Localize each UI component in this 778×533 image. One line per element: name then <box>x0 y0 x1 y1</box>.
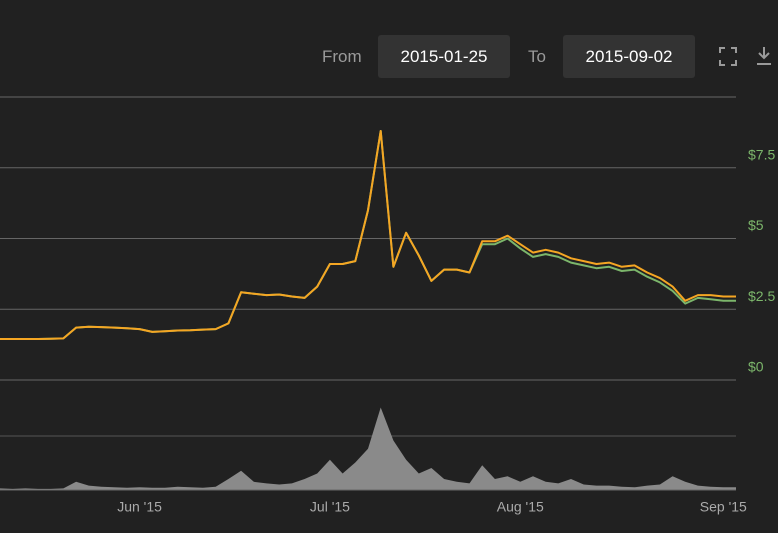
from-date-input[interactable]: 2015-01-25 <box>378 35 510 78</box>
download-icon[interactable] <box>757 47 771 65</box>
price-line <box>0 130 736 340</box>
y-tick-label: $2.5 <box>748 288 775 304</box>
price-line <box>0 130 736 340</box>
y-tick-label: $7.5 <box>748 146 775 162</box>
fullscreen-icon[interactable] <box>719 47 737 66</box>
x-tick-label: Jul '15 <box>310 499 350 515</box>
y-tick-label: $5 <box>748 217 764 233</box>
y-tick-label: $0 <box>748 359 764 375</box>
x-tick-label: Aug '15 <box>497 499 544 515</box>
volume-area <box>0 407 736 490</box>
x-tick-label: Jun '15 <box>117 499 162 515</box>
to-date-input[interactable]: 2015-09-02 <box>563 35 695 78</box>
x-tick-label: Sep '15 <box>700 499 747 515</box>
to-label: To <box>528 47 546 66</box>
from-label: From <box>322 47 362 66</box>
